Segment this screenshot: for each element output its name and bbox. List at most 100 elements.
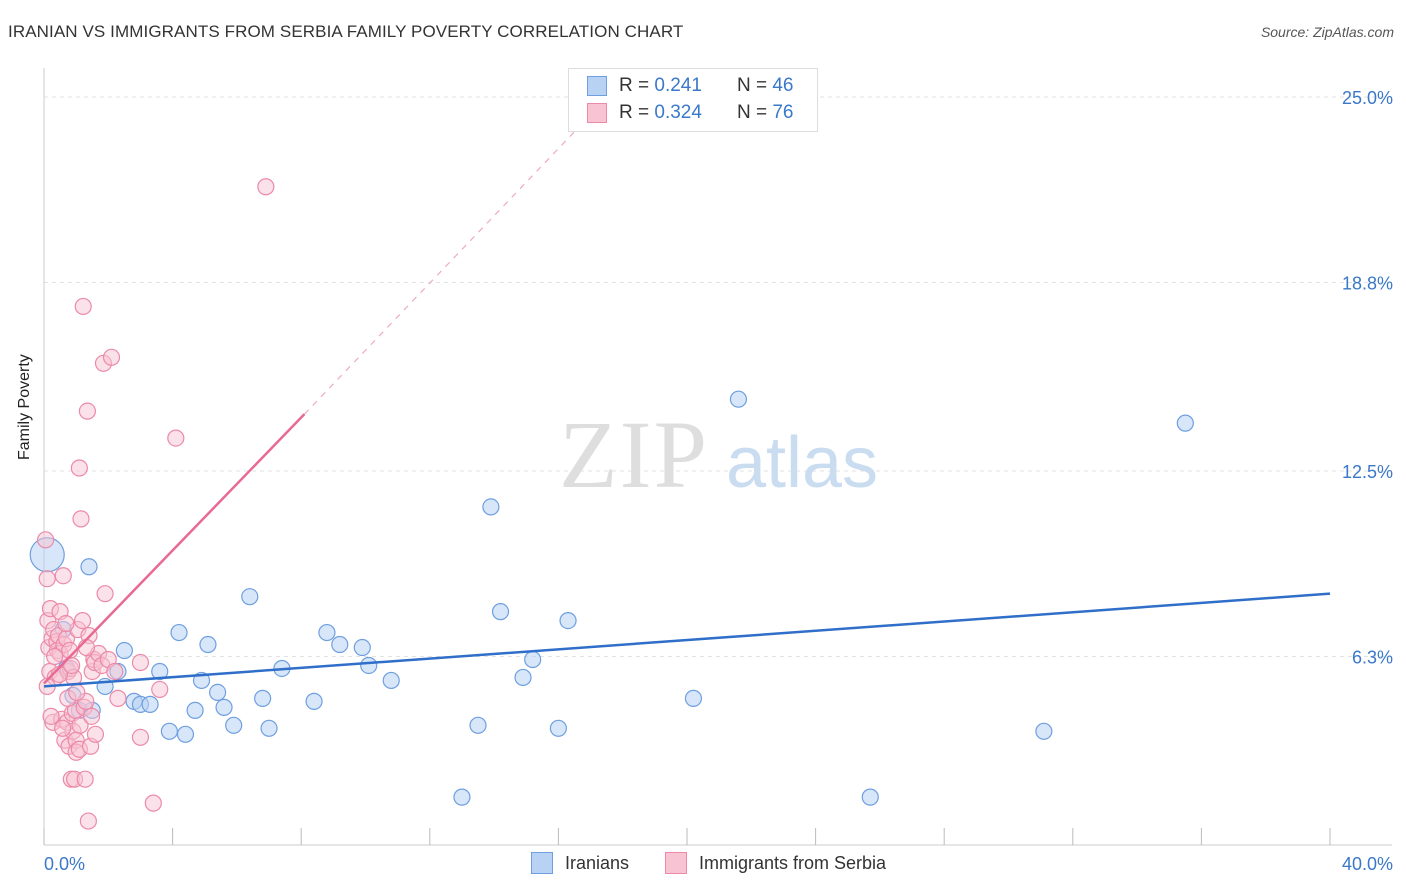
- serbia-point: [68, 683, 86, 702]
- legend-item-serbia[interactable]: Immigrants from Serbia: [665, 852, 886, 874]
- iranians-point: [559, 611, 577, 630]
- iranians-point: [684, 689, 703, 707]
- serbia-point: [37, 531, 55, 549]
- iranians-point: [170, 623, 188, 642]
- serbia-point: [73, 611, 92, 630]
- y-tick-label: 18.8%: [1342, 274, 1393, 294]
- serbia-point: [131, 653, 150, 672]
- iranians-point: [141, 695, 159, 713]
- serbia-trend-line: [43, 413, 306, 685]
- serbia-point: [167, 429, 185, 447]
- serbia-point: [63, 656, 81, 675]
- iranians-point: [176, 725, 195, 743]
- y-axis-label: Family Poverty: [16, 354, 33, 460]
- iranians-point: [1176, 414, 1194, 432]
- serbia-point: [257, 178, 275, 196]
- legend-n-value: 76: [772, 102, 794, 123]
- serbia-point: [151, 680, 169, 699]
- serbia-point: [131, 728, 150, 746]
- serbia-point: [54, 719, 72, 737]
- legend-row-serbia: R = 0.324 N = 76: [587, 101, 793, 125]
- legend-r-label: R =: [619, 75, 650, 96]
- serbia-point: [74, 297, 92, 316]
- serbia-point: [72, 510, 90, 528]
- gridlines: [44, 96, 1392, 658]
- serbia-point: [71, 716, 89, 734]
- serbia-point: [109, 689, 127, 707]
- iranians-point: [160, 722, 178, 740]
- legend-label: Iranians: [565, 852, 630, 873]
- legend-n-label: N =: [736, 75, 768, 96]
- iranians-point: [225, 716, 243, 734]
- iranians-point: [305, 692, 323, 710]
- x-tick-label: 40.0%: [1342, 854, 1393, 874]
- source-credit: Source: ZipAtlas.com: [1260, 24, 1394, 40]
- iranians-point: [353, 638, 371, 657]
- iranians-point: [491, 603, 510, 621]
- iranians-point: [199, 635, 217, 654]
- legend-swatch-pink: [665, 852, 687, 874]
- legend-swatch-pink: [587, 103, 607, 123]
- serbia-point: [76, 770, 94, 788]
- legend-label: Immigrants from Serbia: [699, 852, 887, 873]
- iranians-point: [186, 701, 204, 719]
- serbia-point: [38, 570, 56, 588]
- legend-swatch-blue: [587, 76, 607, 96]
- legend-n-value: 46: [772, 75, 794, 96]
- serbia-point: [42, 707, 60, 725]
- stats-legend: R = 0.241 N = 46 R = 0.324 N = 76: [568, 68, 818, 132]
- iranians-point: [360, 656, 378, 675]
- serbia-point: [70, 459, 88, 477]
- iranians-trend-line: [43, 592, 1331, 688]
- iranians-point: [729, 390, 748, 408]
- iranians-point: [241, 588, 259, 606]
- series-legend: Iranians Immigrants from Serbia: [0, 852, 1406, 876]
- legend-r-value: 0.324: [654, 102, 702, 123]
- iranians-point: [482, 498, 500, 516]
- watermark-zip: ZIP: [559, 401, 709, 508]
- iranians-point: [260, 719, 278, 737]
- iranians-point: [524, 650, 542, 669]
- y-tick-label: 6.3%: [1352, 648, 1393, 668]
- serbia-point: [78, 402, 97, 420]
- iranians-point: [331, 635, 349, 654]
- watermark-atlas: atlas: [726, 423, 878, 503]
- legend-row-iranians: R = 0.241 N = 46: [587, 74, 793, 98]
- serbia-points: [37, 178, 275, 830]
- iranians-point: [209, 683, 227, 702]
- iranians-point: [382, 671, 400, 690]
- serbia-point: [57, 614, 75, 633]
- iranians-point: [549, 719, 568, 737]
- iranians-point: [215, 698, 233, 716]
- serbia-point: [46, 647, 64, 666]
- serbia-point: [144, 794, 162, 812]
- legend-swatch-blue: [531, 852, 553, 874]
- legend-n-label: N =: [736, 102, 768, 123]
- serbia-point: [54, 567, 72, 585]
- serbia-point: [77, 638, 96, 657]
- iranians-point: [254, 689, 272, 707]
- iranians-point: [861, 788, 879, 806]
- tick-labels: 6.3% 12.5% 18.8% 25.0% 0.0% 40.0%: [44, 88, 1393, 874]
- chart-title: IRANIAN VS IMMIGRANTS FROM SERBIA FAMILY…: [8, 22, 684, 41]
- x-tick-label: 0.0%: [44, 854, 85, 874]
- serbia-point: [82, 707, 101, 725]
- iranians-point: [115, 641, 133, 660]
- axes: [43, 68, 1392, 846]
- iranians-point: [80, 558, 98, 576]
- serbia-point: [102, 348, 121, 366]
- trend-lines: [43, 114, 1331, 688]
- iranians-point: [318, 623, 336, 642]
- legend-item-iranians[interactable]: Iranians: [531, 852, 629, 874]
- iranians-point: [469, 716, 487, 734]
- iranians-point: [1035, 722, 1053, 740]
- iranians-point: [514, 668, 532, 687]
- serbia-point: [86, 725, 105, 743]
- iranians-point: [453, 788, 471, 806]
- watermark: ZIP atlas: [559, 401, 878, 508]
- y-tick-label: 12.5%: [1342, 462, 1393, 482]
- serbia-trend-extension: [303, 114, 591, 415]
- serbia-point: [106, 662, 124, 681]
- y-tick-label: 25.0%: [1342, 88, 1393, 108]
